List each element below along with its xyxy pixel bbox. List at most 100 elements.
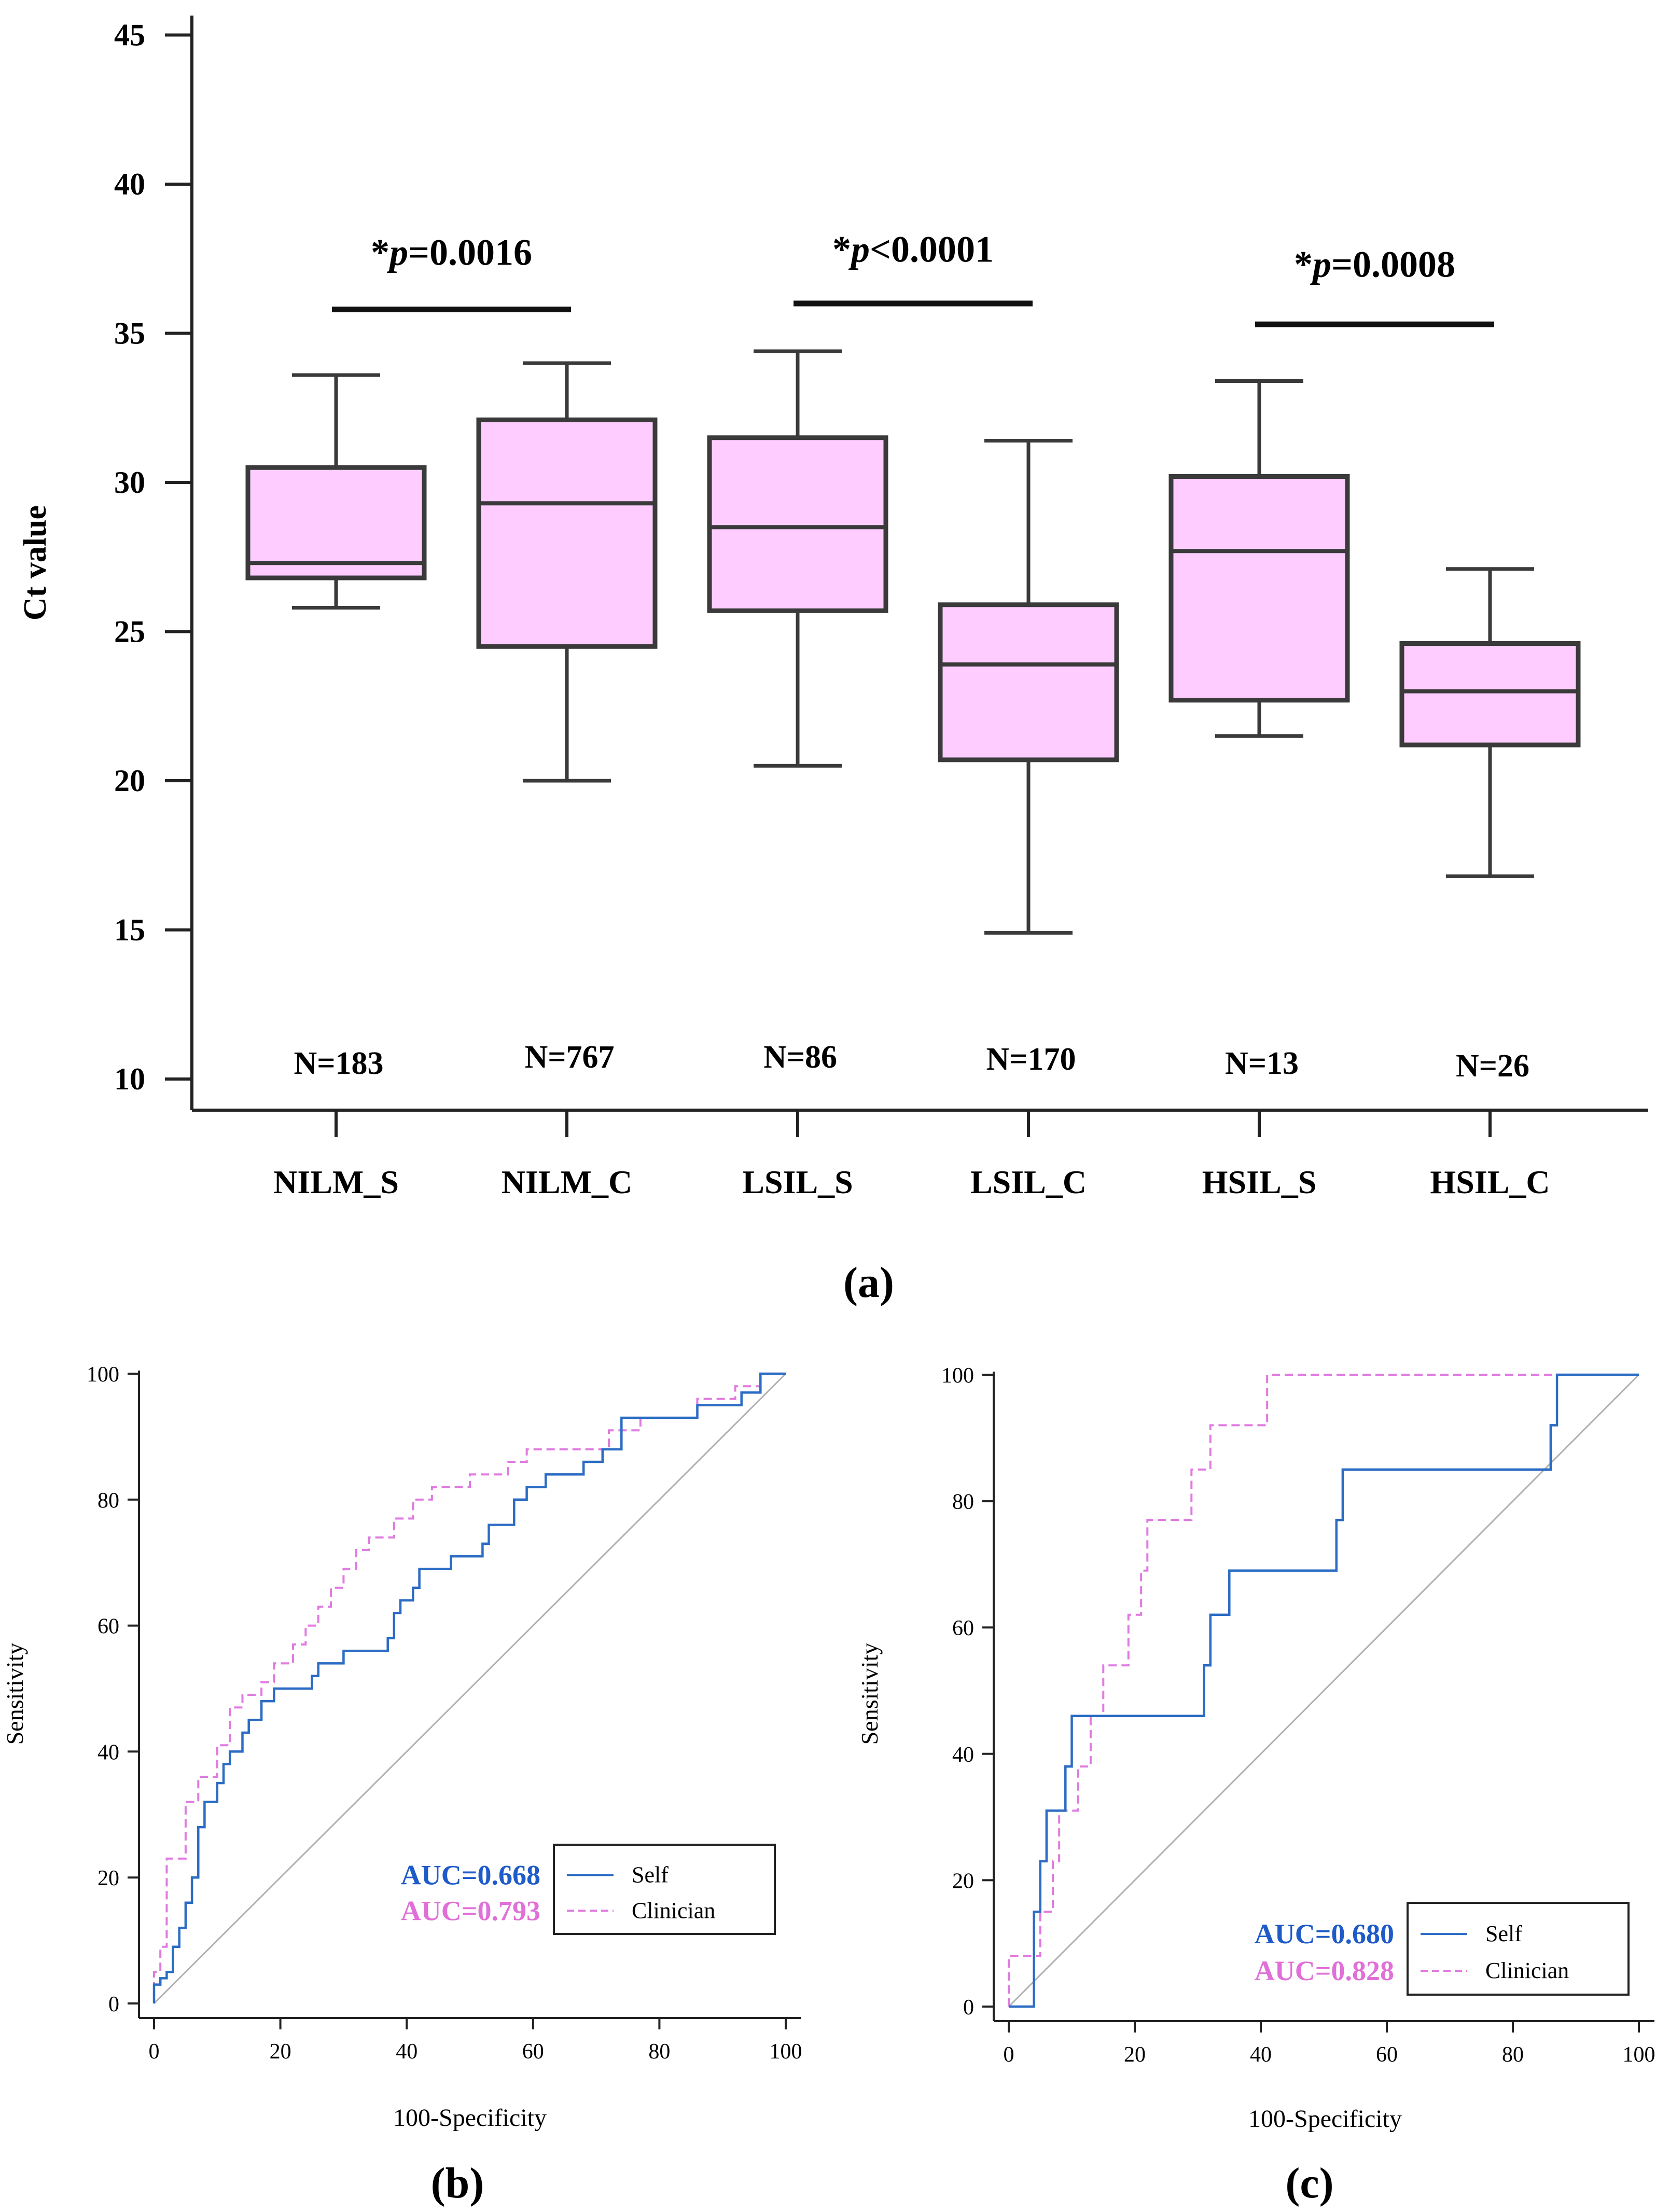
y-tick-label: 80 [952,1490,974,1514]
y-tick-label: 20 [98,1867,119,1890]
x-tick-label: 100 [1623,2043,1655,2067]
x-tick-label: 60 [1376,2043,1398,2067]
self-roc-line [1009,1373,1639,2008]
x-tick-label: 0 [149,2040,160,2064]
roc-series [152,1372,786,2003]
count-label: N=26 [1456,1048,1529,1084]
legend-label: Self [632,1862,669,1887]
legend-label: Clinician [1485,1958,1569,1983]
y-tick-label: 80 [98,1489,119,1513]
iqr-box [245,465,427,580]
legend-box [1407,1902,1630,1996]
boxplot-panel: 10 15 20 25 30 35 40 45 NILM_S NILM_C LSIL_S LSIL_… [18,16,1648,1307]
y-tick-label: 60 [98,1615,119,1639]
x-tick-label: 40 [1250,2043,1272,2067]
y-tick-label: 100 [941,1364,974,1388]
x-axis-label: 100-Specificity [1248,2105,1402,2133]
y-tick-label: 60 [952,1616,974,1640]
count-label: N=183 [294,1046,383,1081]
roc-panel-c: 0 20 40 60 80 100 0 20 40 60 80 100 Self Clinician AU… [856,1364,1655,2207]
x-tick-label: NILM_C [502,1164,632,1200]
y-tick-label: 25 [114,615,145,649]
axes: 0 20 40 60 80 100 0 20 40 60 80 100 [941,1364,1655,2067]
x-tick-label: LSIL_S [742,1164,853,1200]
x-tick-label: 60 [522,2040,544,2064]
legend: Self Clinician AUC=0.680 AUC=0.828 [1255,1902,1630,1996]
y-tick-label: 40 [114,167,145,201]
diagonal-line [1008,1374,1640,2008]
p-value-label: *p=0.0008 [1294,243,1455,285]
iqr-box [1168,474,1350,703]
clinician-roc-line [1008,1374,1639,2007]
y-tick-label: 40 [952,1743,974,1767]
roc-series [1008,1373,1639,2008]
y-tick-label: 35 [114,316,145,351]
legend: Self Clinician AUC=0.668 AUC=0.793 [401,1844,776,1935]
y-tick-label: 0 [963,1996,974,2020]
axes: 0 20 40 60 80 100 0 20 40 60 80 100 [87,1363,802,2064]
p-value-label: *p<0.0001 [832,229,994,270]
y-tick-label: 20 [114,764,145,798]
count-label: N=13 [1225,1046,1299,1081]
roc-panel-b: 0 20 40 60 80 100 0 20 40 60 80 100 Self Clinician AU… [2,1363,802,2207]
x-tick-label: 100 [770,2040,802,2064]
boxes [245,349,1581,935]
x-tick-label: NILM_S [273,1164,399,1200]
x-tick-label: HSIL_C [1430,1164,1550,1200]
significance-annotations: *p=0.0016 *p<0.0001 *p=0.0008 [332,229,1494,327]
diagonal-line [153,1373,787,2004]
iqr-box [1399,641,1581,748]
reference-diagonal [1008,1374,1640,2008]
y-tick-label: 40 [98,1740,119,1764]
iqr-box [476,417,658,649]
panel-label-b: (b) [431,2159,484,2207]
self-roc-line [152,1372,786,2003]
auc-label: AUC=0.828 [1255,1955,1394,1986]
x-tick-label: HSIL_S [1202,1164,1317,1200]
box-group [938,439,1119,935]
x-ticks: NILM_S NILM_C LSIL_S LSIL_C HSIL_S HSIL_C [273,1110,1550,1200]
y-axis-label: Ct value [18,505,53,620]
box-group [245,373,427,610]
x-tick-label: 20 [1124,2043,1146,2067]
reference-diagonal [153,1373,787,2004]
y-tick-label: 30 [114,465,145,500]
box-group [1168,379,1350,738]
sample-counts: N=183 N=767 N=86 N=170 N=13 N=26 [294,1040,1529,1084]
y-ticks: 10 15 20 25 30 35 40 45 [114,18,192,1096]
x-tick-label: 40 [396,2040,418,2064]
x-axis-label: 100-Specificity [393,2104,547,2132]
box-group [1399,567,1581,878]
panel-label-a: (a) [843,1259,894,1307]
x-tick-label: 80 [1502,2043,1524,2067]
legend-label: Self [1485,1921,1522,1946]
count-label: N=767 [524,1040,614,1075]
y-tick-label: 15 [114,913,145,947]
p-value-label: *p=0.0016 [371,231,532,273]
iqr-box [938,602,1119,763]
y-tick-label: 45 [114,18,145,52]
y-tick-label: 10 [114,1062,145,1096]
y-axis-label: Sensitivity [2,1643,28,1745]
iqr-box [707,435,888,613]
legend-label: Clinician [632,1898,715,1923]
auc-label: AUC=0.668 [401,1859,540,1890]
panel-label-c: (c) [1285,2159,1333,2207]
legend-box [553,1844,776,1935]
x-tick-label: 0 [1004,2043,1014,2067]
box-group [476,361,658,783]
count-label: N=170 [986,1042,1076,1077]
count-label: N=86 [763,1040,837,1075]
auc-label: AUC=0.793 [401,1895,540,1926]
y-tick-label: 20 [952,1869,974,1893]
box-group [707,349,888,768]
y-tick-label: 0 [108,1993,119,2016]
x-tick-label: 20 [270,2040,291,2064]
auc-label: AUC=0.680 [1255,1918,1394,1950]
x-tick-label: LSIL_C [970,1164,1087,1200]
clinician-roc-line [153,1373,786,2003]
y-axis-label: Sensitivity [856,1643,883,1745]
x-tick-label: 80 [648,2040,670,2064]
y-tick-label: 100 [87,1363,119,1387]
